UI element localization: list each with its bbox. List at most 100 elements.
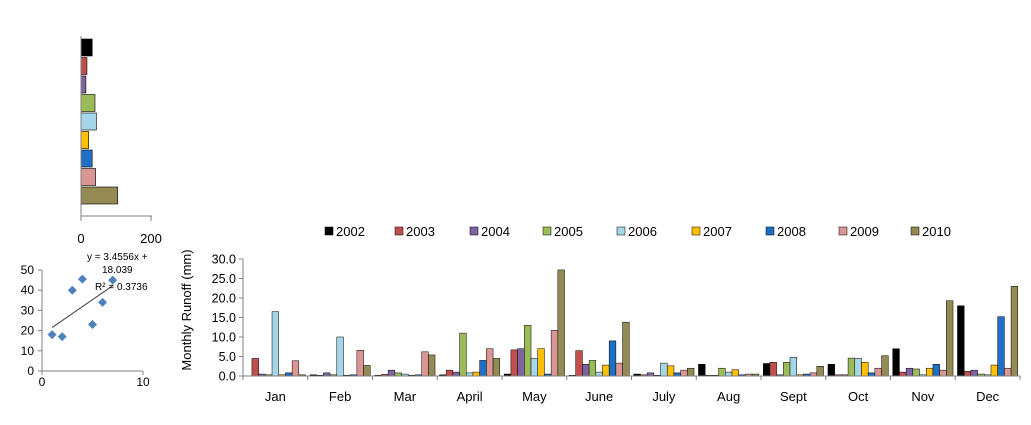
bar-June-2007 bbox=[602, 364, 610, 377]
bar-Dec-2003 bbox=[963, 371, 972, 377]
annual-bar-2005 bbox=[80, 94, 96, 112]
bar-Dec-2004 bbox=[970, 369, 978, 377]
bar-Oct-2002 bbox=[827, 364, 835, 377]
bar-June-2006 bbox=[595, 371, 603, 377]
legend-swatch-2008 bbox=[765, 226, 775, 236]
bar-Aug-2005 bbox=[718, 367, 726, 377]
bar-Nov-2007 bbox=[925, 367, 934, 377]
bar-May-2010 bbox=[557, 269, 565, 377]
scatter-y-tick-label: 30 bbox=[21, 303, 35, 317]
legend-swatch-2003 bbox=[394, 226, 404, 236]
bar-Aug-2007 bbox=[731, 369, 739, 377]
scatter-point bbox=[57, 332, 67, 342]
y-tick-label: 10.0 bbox=[212, 331, 236, 345]
scatter-trendline bbox=[51, 285, 113, 328]
trendline-r-squared: R² = 0.3736 bbox=[95, 282, 148, 293]
x-tick-label: Sept bbox=[780, 389, 807, 404]
bar-June-2009 bbox=[615, 362, 623, 377]
scatter-x-tick-group: 0 10 bbox=[39, 371, 150, 389]
bar-Nov-2005 bbox=[912, 368, 920, 377]
annual-bar-group bbox=[80, 38, 119, 205]
annual-bar-2007 bbox=[80, 131, 89, 149]
bar-Feb-2010 bbox=[363, 365, 371, 377]
scatter-point bbox=[67, 285, 77, 295]
bar-May-2006 bbox=[530, 358, 538, 377]
scatter-y-tick-label: 50 bbox=[21, 263, 35, 277]
bar-May-2005 bbox=[524, 325, 532, 377]
x-tick-label: Aug bbox=[717, 389, 740, 404]
y-tick-label: 15.0 bbox=[212, 311, 236, 325]
bar-April-2005 bbox=[459, 332, 467, 377]
bar-Mar-2010 bbox=[428, 354, 436, 377]
hbar-x-tick-label: 200 bbox=[140, 231, 162, 246]
y-tick-group: 0.0 5.0 10.0 15.0 20.0 25.0 30.0 bbox=[212, 253, 243, 384]
bar-April-2009 bbox=[486, 348, 494, 377]
bar-June-2008 bbox=[608, 340, 617, 377]
bar-Feb-2009 bbox=[356, 350, 364, 377]
bar-May-2004 bbox=[517, 348, 525, 377]
hbar-x-tick-label: 0 bbox=[77, 231, 84, 246]
x-tick-label: April bbox=[457, 389, 483, 404]
bar-July-2010 bbox=[687, 367, 695, 377]
legend-label-2010: 2010 bbox=[922, 224, 951, 239]
x-tick-label: Jan bbox=[265, 389, 286, 404]
scatter-y-tick-label: 20 bbox=[21, 324, 35, 338]
bar-Sept-2006 bbox=[789, 357, 797, 377]
y-tick-label: 30.0 bbox=[212, 253, 236, 267]
bar-Mar-2004 bbox=[387, 369, 396, 377]
bar-Dec-2009 bbox=[1004, 367, 1012, 377]
bar-Jan-2009 bbox=[291, 360, 300, 377]
annual-bar-2010 bbox=[80, 186, 119, 205]
bar-Nov-2010 bbox=[946, 300, 954, 377]
y-tick-label: 25.0 bbox=[212, 272, 236, 286]
bar-June-2005 bbox=[588, 360, 597, 377]
x-tick-label: June bbox=[585, 389, 613, 404]
legend-swatch-2009 bbox=[838, 226, 848, 236]
scatter-y-tick-label: 40 bbox=[21, 283, 35, 297]
scatter-point bbox=[88, 320, 97, 330]
legend-swatch-2002 bbox=[324, 226, 334, 236]
bar-Aug-2006 bbox=[725, 371, 733, 377]
bar-Dec-2008 bbox=[997, 316, 1005, 377]
bar-July-2007 bbox=[666, 365, 675, 377]
legend-label-2004: 2004 bbox=[481, 224, 510, 239]
bar-Mar-2009 bbox=[421, 351, 429, 377]
x-tick-label: July bbox=[652, 389, 676, 404]
x-tick-label: Oct bbox=[848, 389, 869, 404]
x-tick-group: Jan Feb Mar April May June July Aug Sept Oct Nov De… bbox=[242, 376, 1021, 404]
bar-June-2004 bbox=[582, 364, 590, 377]
x-tick-label: May bbox=[522, 389, 547, 404]
bar-Oct-2007 bbox=[861, 362, 869, 377]
bar-Oct-2006 bbox=[854, 358, 862, 377]
bar-Aug-2002 bbox=[698, 364, 706, 377]
x-tick-label: Dec bbox=[976, 389, 1000, 404]
annual-bar-2009 bbox=[80, 168, 96, 186]
bar-Jan-2003 bbox=[251, 358, 259, 377]
x-tick-label: Nov bbox=[911, 389, 935, 404]
scatter-y-tick-label: 10 bbox=[21, 344, 35, 358]
scatter-point bbox=[98, 297, 108, 307]
legend: 2002 2003 2004 2005 2006 2007 2008 2009 2010 bbox=[324, 224, 951, 239]
bar-June-2010 bbox=[622, 321, 630, 377]
bar-Nov-2009 bbox=[939, 369, 947, 377]
legend-label-2009: 2009 bbox=[850, 224, 879, 239]
monthly-bar-group bbox=[251, 269, 1019, 377]
x-tick-label: Feb bbox=[329, 389, 351, 404]
monthly-runoff-bar-chart: 2002 2003 2004 2005 2006 2007 2008 2009 2010 Mon… bbox=[179, 224, 1021, 404]
trendline-equation-line2: 18.039 bbox=[102, 265, 133, 276]
scatter-point bbox=[77, 274, 87, 284]
bar-Jan-2006 bbox=[271, 311, 279, 377]
bar-April-2004 bbox=[452, 371, 460, 377]
legend-label-2006: 2006 bbox=[628, 224, 657, 239]
scatter-x-tick-label: 10 bbox=[136, 375, 150, 389]
trendline-equation-line1: y = 3.4556x + bbox=[87, 252, 148, 263]
bar-Sept-2005 bbox=[783, 362, 791, 377]
y-tick-label: 0.0 bbox=[219, 370, 236, 384]
bar-Sept-2003 bbox=[769, 362, 777, 377]
bar-Feb-2006 bbox=[336, 336, 344, 377]
legend-label-2007: 2007 bbox=[703, 224, 732, 239]
bar-April-2007 bbox=[472, 371, 480, 377]
annual-runoff-bar-chart: 0 200 bbox=[77, 36, 162, 246]
annual-bar-2003 bbox=[80, 57, 88, 75]
